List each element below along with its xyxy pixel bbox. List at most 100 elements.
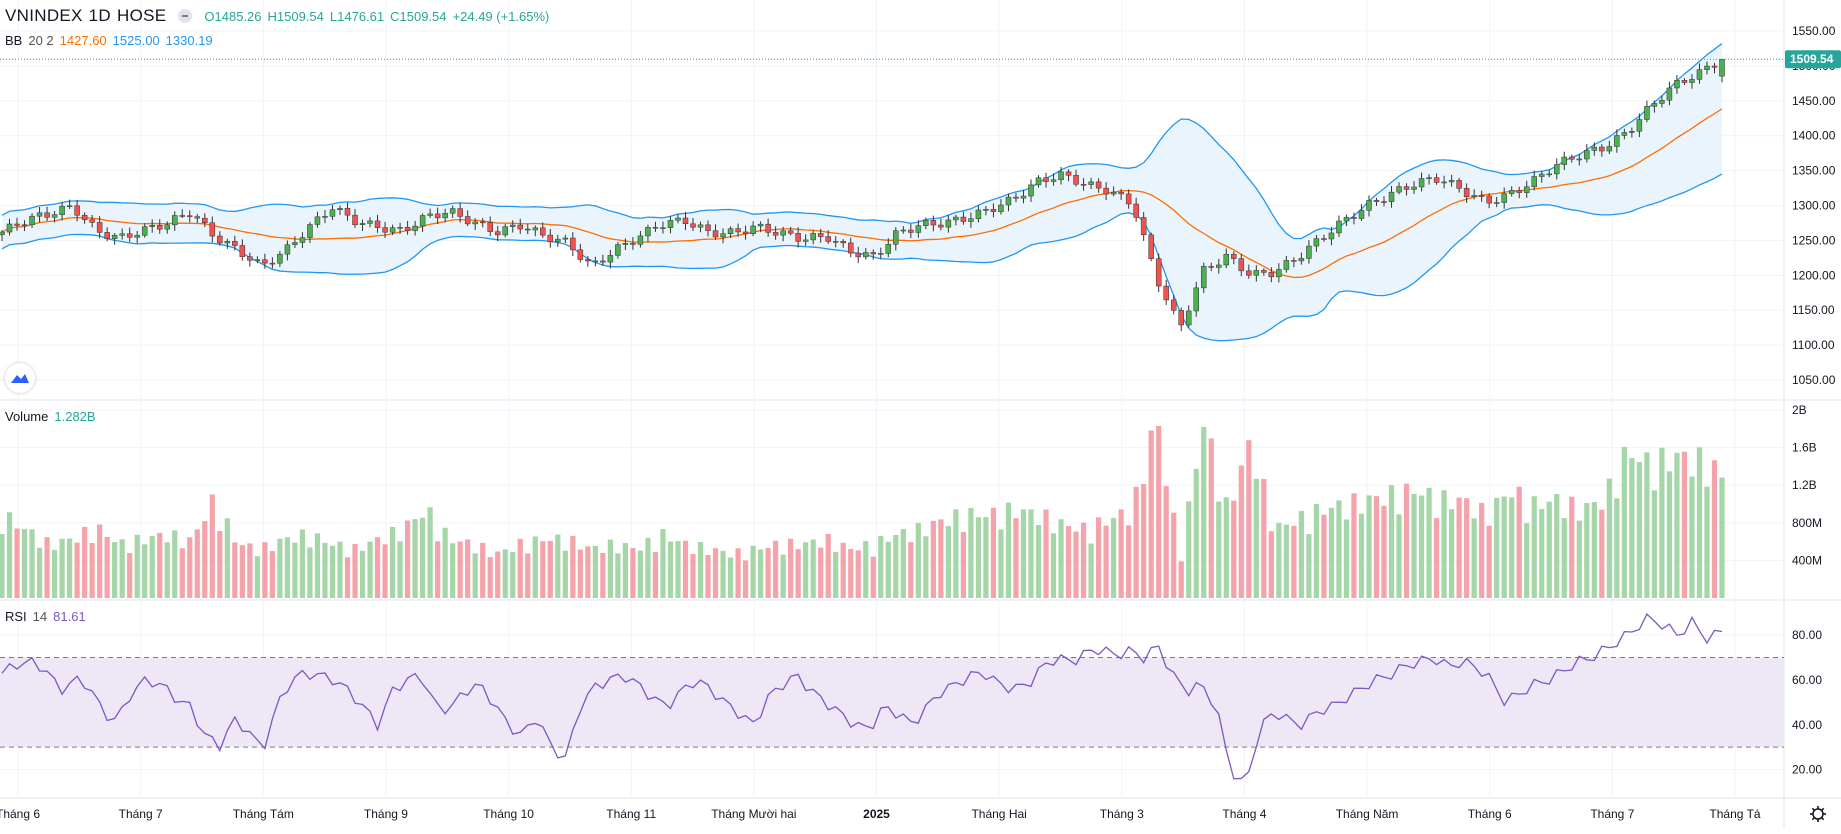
candle-body	[1516, 190, 1522, 193]
candle-body	[66, 205, 73, 207]
volume-bar	[337, 541, 343, 598]
candle-body	[825, 236, 831, 242]
volume-bar	[1599, 509, 1605, 598]
candle-body	[179, 215, 186, 217]
candle-body	[592, 260, 599, 263]
candle-body	[1426, 177, 1432, 179]
volume-bar	[1216, 501, 1222, 598]
candle-body	[1148, 234, 1154, 259]
rsi-label: RSI	[5, 609, 27, 624]
volume-bar	[855, 550, 861, 598]
volume-group	[0, 425, 1725, 598]
candle-body	[239, 245, 246, 257]
candle-body	[772, 232, 779, 236]
volume-bar	[1524, 523, 1530, 598]
candle-body	[1133, 203, 1139, 218]
bb-legend[interactable]: BB 20 2 1427.60 1525.00 1330.19	[5, 33, 213, 48]
volume-bar	[1441, 490, 1447, 598]
rsi-axis-label: 40.00	[1792, 718, 1822, 732]
candle-body	[1058, 171, 1064, 181]
volume-bar	[893, 534, 899, 598]
tradingview-logo-icon[interactable]	[5, 363, 35, 393]
time-axis-label: Tháng Tám	[233, 807, 294, 821]
candle-body	[870, 252, 877, 255]
price-axis-label: 1150.00	[1792, 303, 1835, 317]
candle-body	[344, 208, 351, 216]
candle-body	[847, 242, 854, 254]
candle-body	[1223, 253, 1230, 266]
volume-bar	[397, 541, 403, 598]
volume-bar	[1336, 500, 1342, 598]
candles-group	[0, 58, 1725, 332]
volume-bar	[1636, 462, 1642, 598]
volume-bar	[1674, 452, 1680, 598]
candle-body	[1606, 146, 1613, 152]
candle-body	[1163, 285, 1169, 301]
candle-body	[0, 231, 5, 236]
candle-body	[1155, 258, 1162, 287]
candle-body	[810, 233, 816, 241]
volume-bar	[299, 529, 306, 598]
volume-bar	[6, 512, 13, 598]
candle-body	[104, 232, 110, 239]
volume-axis-label: 2B	[1792, 403, 1807, 417]
volume-axis-label: 1.6B	[1792, 441, 1817, 455]
candle-body	[1704, 65, 1710, 70]
candle-body	[1599, 146, 1605, 152]
exchange-label: HOSE	[117, 6, 167, 25]
volume-bar	[975, 517, 982, 598]
candle-body	[682, 217, 689, 225]
volume-bar	[495, 551, 501, 598]
candle-body	[1050, 179, 1057, 182]
candle-body	[21, 224, 28, 226]
symbol-label[interactable]: VNINDEX	[5, 6, 83, 25]
candle-body	[1681, 80, 1688, 83]
volume-bar	[607, 539, 613, 598]
interval-label[interactable]: 1D	[88, 6, 112, 25]
gear-tooth	[1811, 807, 1816, 812]
candle-body	[1200, 266, 1207, 289]
volume-bar	[1696, 447, 1703, 598]
volume-bar	[990, 507, 997, 598]
volume-bar	[953, 509, 959, 598]
candle-body	[1538, 173, 1545, 177]
volume-bar	[194, 529, 200, 598]
volume-bar	[217, 531, 223, 598]
volume-bar	[742, 560, 749, 598]
candle-body	[337, 208, 343, 210]
settings-gear-icon[interactable]	[1810, 806, 1826, 822]
volume-bar	[239, 545, 245, 598]
volume-bar	[1111, 517, 1117, 598]
candle-body	[600, 260, 606, 263]
candle-body	[1298, 258, 1305, 262]
volume-bar	[1554, 493, 1560, 598]
volume-bar	[29, 529, 35, 598]
candle-body	[1719, 58, 1725, 77]
volume-bar	[1238, 465, 1244, 598]
candle-body	[89, 219, 95, 223]
volume-bar	[1156, 425, 1162, 598]
volume-bar	[727, 557, 734, 598]
candle-body	[1035, 177, 1042, 186]
collapse-legend-icon[interactable]	[178, 9, 193, 23]
rsi-axis-label: 80.00	[1792, 628, 1822, 642]
candle-body	[1216, 264, 1222, 268]
candle-body	[1621, 132, 1628, 136]
candle-body	[1486, 195, 1492, 204]
candle-body	[1493, 202, 1500, 204]
candle-body	[1080, 183, 1087, 186]
volume-bar	[420, 517, 426, 598]
volume-bar	[1351, 493, 1357, 598]
candle-body	[1403, 186, 1410, 190]
rsi-legend[interactable]: RSI 14 81.61	[5, 609, 86, 624]
volume-bar	[352, 544, 358, 598]
bb-fill	[2, 43, 1722, 341]
candle-body	[607, 255, 614, 263]
candle-body	[134, 235, 140, 238]
candle-body	[863, 252, 869, 258]
candle-body	[307, 224, 313, 238]
time-axis-label: Tháng 6	[1468, 807, 1512, 821]
volume-legend[interactable]: Volume 1.282B	[5, 409, 96, 424]
